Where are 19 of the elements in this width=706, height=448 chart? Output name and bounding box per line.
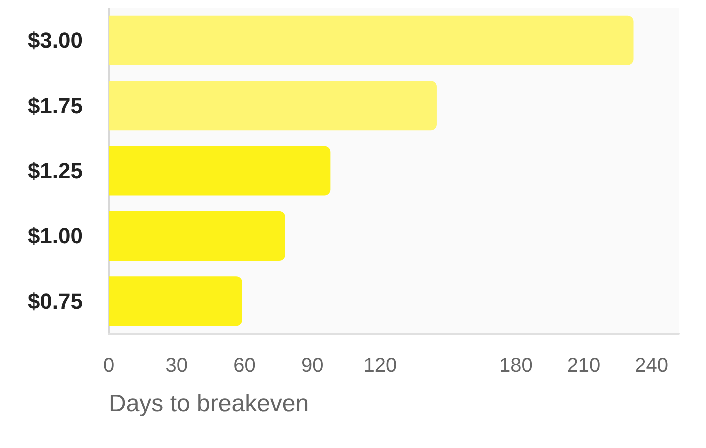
x-tick-label: 120 bbox=[364, 355, 398, 377]
y-tick-label: $1.25 bbox=[28, 158, 83, 184]
bar bbox=[109, 81, 437, 131]
bar bbox=[109, 276, 242, 326]
x-tick-label: 180 bbox=[499, 355, 533, 377]
x-tick-label: 60 bbox=[234, 355, 256, 377]
bar bbox=[109, 146, 331, 196]
x-tick-label: 240 bbox=[635, 355, 669, 377]
y-tick-label: $1.75 bbox=[28, 93, 83, 118]
y-tick-label: $1.00 bbox=[28, 224, 83, 249]
y-tick-label: $0.75 bbox=[28, 288, 83, 314]
x-tick-label: 0 bbox=[103, 355, 115, 377]
bar bbox=[109, 16, 634, 66]
x-tick-label: 30 bbox=[166, 355, 188, 377]
x-tick-label: 90 bbox=[301, 355, 324, 377]
y-tick-label: $3.00 bbox=[28, 28, 83, 54]
bar bbox=[109, 211, 286, 261]
x-tick-label: 210 bbox=[567, 355, 601, 377]
x-axis-title: Days to breakeven bbox=[109, 390, 310, 418]
